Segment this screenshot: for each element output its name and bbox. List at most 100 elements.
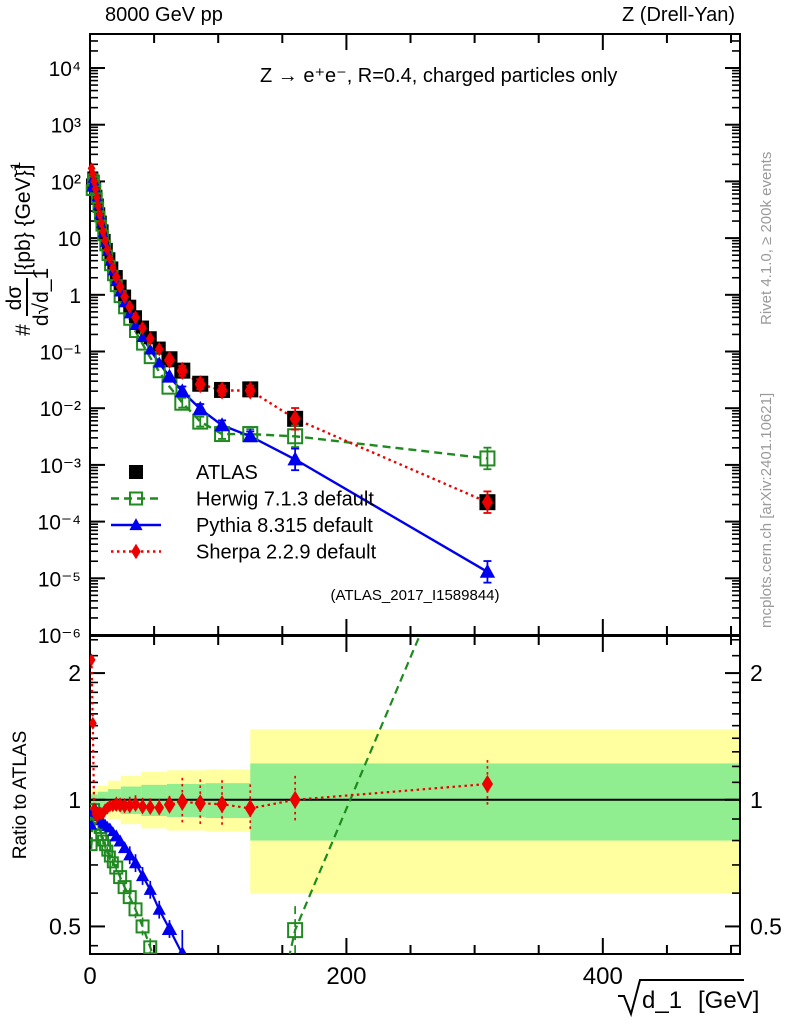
legend-label: Herwig 7.1.3 default	[196, 489, 374, 511]
legend-label: Sherpa 2.2.9 default	[196, 542, 377, 564]
series-data-marker	[144, 343, 157, 355]
y-tick-label: 10²	[51, 171, 81, 194]
main-panel-ticks	[89, 34, 740, 636]
series-data-marker	[90, 175, 98, 188]
series-data-marker	[94, 199, 103, 213]
x-axis-label-unit: [GeV]	[698, 987, 759, 1014]
ratio-panel-x-tick-labels: 0 200 400	[83, 963, 623, 990]
series-data-marker	[216, 381, 228, 400]
series-data-marker	[125, 299, 135, 315]
y-tick-label: 10³	[51, 115, 81, 138]
ratio-data-marker	[130, 796, 141, 813]
x-tick-label: 400	[583, 963, 623, 990]
y-axis-label-numerator: dσ	[3, 286, 26, 311]
ratio-y-tick-label-right: 1	[750, 787, 763, 813]
series-data-marker	[131, 310, 140, 325]
ratio-y-tick-label-right: 0.5	[750, 913, 782, 939]
y-axis-label-hash: #	[12, 324, 35, 336]
ratio-data-marker	[287, 922, 304, 939]
ratio-series-group	[90, 636, 494, 954]
ratio-data-marker	[90, 819, 98, 830]
ratio-data-marker	[145, 799, 156, 816]
y-tick-label: 10⁻¹	[40, 342, 81, 365]
y-tick-label: 10⁻⁵	[38, 568, 81, 591]
ratio-data-marker	[194, 794, 206, 813]
ratio-data-marker	[90, 839, 98, 852]
ratio-data-marker	[289, 790, 301, 809]
ratio-data-marker	[161, 920, 178, 935]
ratio-data-marker	[177, 945, 187, 954]
series-data-marker	[93, 191, 101, 204]
legend-marker-3	[131, 543, 141, 560]
x-tick-label: 200	[326, 963, 366, 990]
series-data-marker	[161, 368, 178, 383]
series-data-marker	[120, 289, 130, 305]
series-data-marker	[97, 216, 106, 230]
series-data-marker	[154, 342, 164, 357]
series-data-marker	[103, 243, 112, 256]
ratio-data-marker	[90, 716, 97, 730]
ratio-data-marker	[123, 848, 137, 861]
series-data-marker	[479, 563, 496, 578]
ratio-data-marker	[143, 940, 158, 954]
ratio-y-axis-label: Ratio to ATLAS	[10, 731, 31, 860]
header-process-label: Z (Drell-Yan)	[622, 4, 735, 26]
series-data-marker	[174, 383, 191, 398]
series-data-marker	[99, 225, 107, 238]
ratio-data-marker	[137, 798, 148, 815]
series-data-marker	[287, 451, 303, 466]
y-tick-label: 10⁴	[49, 58, 81, 81]
mcplots-source-label: mcplots.cern.ch [arXiv:2401.10621]	[758, 393, 775, 628]
sqrt-radical-icon	[618, 979, 744, 1018]
ratio-y-tick-label: 2	[68, 660, 81, 686]
ratio-data-marker	[135, 919, 150, 934]
series-data-marker	[138, 320, 147, 336]
ratio-data-marker	[154, 799, 165, 816]
legend-label: Pythia 8.315 default	[196, 515, 373, 537]
ratio-y-tick-label: 1	[68, 787, 81, 813]
ratio-uncertainty-bands	[90, 729, 740, 894]
y-tick-label: 10⁻³	[40, 455, 81, 478]
y-tick-label: 10⁻²	[40, 398, 81, 421]
main-y-axis-label: # dσ d√d_1 [{pb} {GeV}] -1	[3, 162, 53, 336]
ratio-data-marker	[109, 860, 124, 875]
y-axis-label-unit-exponent: -1	[7, 162, 23, 175]
series-data-marker	[108, 261, 117, 274]
series-data-marker	[91, 182, 100, 196]
ratio-data-marker	[113, 870, 128, 885]
y-axis-label-denominator: d√d_1	[30, 268, 53, 326]
legend-marker-1	[129, 491, 143, 506]
series-data-marker	[115, 279, 125, 295]
main-panel-data	[85, 162, 496, 584]
y-axis-label-unit: [{pb} {GeV}]	[12, 165, 35, 276]
x-tick-label: 0	[83, 963, 96, 990]
ratio-series-line	[90, 659, 488, 819]
main-panel-y-tick-labels: 10⁴ 10³ 10² 10 1 10⁻¹ 10⁻² 10⁻³ 10⁻⁴ 10⁻⁵ 10⁻⁶	[38, 58, 81, 648]
main-panel: Z → e⁺e⁻, R=0.4, charged particles only …	[38, 33, 741, 648]
ratio-data-marker	[135, 869, 150, 882]
series-data-marker	[194, 375, 206, 394]
x-axis-label-variable: d_1	[642, 987, 682, 1014]
series-data-marker	[163, 350, 176, 370]
legend-label: ATLAS	[196, 462, 258, 484]
ratio-data-marker	[124, 797, 135, 814]
inner-uncertainty-band	[250, 763, 740, 841]
series-data-marker	[136, 330, 149, 342]
legend: ATLAS Herwig 7.1.3 default Pythia 8.315 de…	[111, 462, 377, 564]
series-data-marker	[88, 167, 97, 181]
series-data-marker	[244, 381, 256, 400]
series-data-marker	[176, 361, 188, 380]
series-data-marker	[242, 428, 258, 443]
series-data-marker	[106, 252, 114, 265]
ratio-panel-frame	[89, 635, 741, 955]
ratio-data-marker	[143, 882, 157, 895]
ratio-data-marker	[163, 795, 176, 814]
ratio-data-marker	[152, 902, 166, 915]
ratio-data-marker	[128, 856, 143, 869]
plot-subtitle: Z → e⁺e⁻, R=0.4, charged particles only	[260, 65, 617, 87]
y-tick-label: 10	[58, 228, 81, 251]
ratio-data-marker	[119, 797, 130, 814]
series-data-marker	[192, 400, 208, 415]
ratio-data-marker	[118, 841, 132, 854]
series-data-marker	[87, 162, 96, 175]
